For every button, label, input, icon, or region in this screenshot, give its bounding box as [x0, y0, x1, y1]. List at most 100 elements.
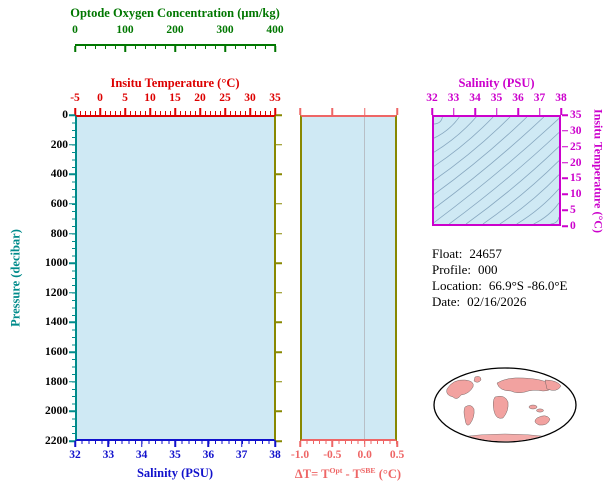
tick-label: 100 — [116, 24, 134, 36]
tick-label: 33 — [447, 92, 460, 104]
ts-temperature-major-ticks — [562, 114, 568, 227]
tick-mark — [107, 441, 110, 447]
info-location-value: 66.9°S -86.0°E — [488, 278, 568, 293]
tick-label: -0.5 — [323, 449, 342, 461]
profile-plot-area — [75, 115, 276, 441]
delta-t-plot-area — [300, 115, 397, 441]
isopycnal-contour — [434, 117, 511, 181]
temperature-tick-labels: -5 0 5 10 15 20 25 30 35 — [70, 92, 281, 106]
zero-reference-line — [364, 117, 365, 439]
info-float-value: 24657 — [469, 246, 502, 261]
tick-label: 25 — [570, 140, 582, 153]
main-panel-right-ticks — [276, 114, 282, 442]
delta-t-minor-ticks — [300, 441, 397, 444]
pressure-tick-labels: 0 200 400 600 800 1000 1200 1400 1600 1800 2000 220… — [28, 109, 68, 447]
temperature-axis-title: Insitu Temperature (°C) — [110, 76, 240, 90]
tick-label: 200 — [166, 24, 184, 36]
tick-label: 200 — [50, 138, 68, 151]
oxygen-tick-labels: 0 100 200 300 400 — [72, 24, 284, 38]
tick-mark — [276, 203, 282, 205]
delta-t-title-suffix: (°C) — [375, 467, 402, 482]
tick-mark — [562, 209, 568, 211]
tick-mark — [199, 108, 201, 115]
tick-mark — [224, 46, 226, 52]
info-profile-line: Profile: 000 — [432, 262, 567, 278]
isopycnal-contour — [482, 160, 559, 224]
oxygen-major-ticks — [74, 46, 276, 52]
tick-label: 10 — [570, 188, 582, 201]
tick-mark — [274, 108, 276, 115]
tick-label: 0 — [72, 24, 78, 36]
tick-mark — [562, 161, 568, 164]
tick-label: 20 — [194, 92, 206, 104]
info-float-line: Float: 24657 — [432, 246, 567, 262]
tick-label: -1.0 — [290, 449, 310, 461]
isopycnal-contour — [434, 117, 460, 139]
temperature-major-ticks — [74, 108, 276, 115]
tick-label: 35 — [490, 92, 503, 104]
ts-temperature-tick-labels: 35 30 25 20 15 10 5 0 — [570, 109, 590, 232]
delta-t-title-mid: - T — [342, 467, 361, 482]
tick-mark — [299, 441, 301, 447]
salinity-axis-title: Salinity (PSU) — [136, 466, 214, 480]
tick-mark — [74, 108, 76, 115]
info-date-label: Date: — [432, 294, 461, 309]
tick-label: 32 — [69, 449, 81, 461]
tick-label: 2200 — [45, 435, 68, 447]
salinity-minor-ticks — [75, 441, 275, 444]
tick-mark — [249, 108, 251, 115]
isopycnal-contour — [448, 132, 559, 224]
isopycnal-contour — [550, 216, 559, 224]
tick-mark — [276, 351, 282, 353]
tick-mark — [99, 108, 101, 115]
tick-mark — [174, 108, 176, 115]
tick-label: 800 — [50, 227, 68, 240]
info-profile-label: Profile: — [432, 262, 471, 277]
info-date-value: 02/16/2026 — [467, 294, 527, 309]
tick-mark — [276, 440, 282, 442]
pressure-minor-ticks — [72, 115, 75, 441]
ts-salinity-tick-labels: 32 33 34 35 36 37 38 — [426, 92, 567, 106]
tick-label: 0 — [62, 109, 68, 121]
tick-label: 2000 — [45, 405, 68, 418]
tick-mark — [538, 108, 541, 115]
ts-contours — [434, 117, 559, 224]
tick-label: 35 — [570, 109, 582, 121]
tick-label: 25 — [219, 92, 231, 104]
tick-mark — [174, 46, 176, 52]
ts-temperature-axis-title: Insitu Temperature (°C) — [591, 109, 606, 233]
tick-mark — [69, 440, 75, 442]
tick-mark — [562, 130, 568, 132]
tick-label: 0.5 — [389, 449, 405, 461]
tick-mark — [124, 108, 126, 115]
isopycnal-contour — [434, 117, 443, 125]
tick-mark — [560, 108, 562, 115]
tick-label: -5 — [70, 92, 80, 104]
tick-label: 5 — [122, 92, 128, 104]
tick-mark — [276, 114, 282, 116]
delta-t-title-prefix: ΔT= T — [294, 467, 330, 482]
tick-mark — [452, 108, 455, 115]
tick-mark — [240, 441, 243, 447]
info-location-line: Location: 66.9°S -86.0°E — [432, 278, 567, 294]
oxygen-axis-title: Optode Oxygen Concentration (μm/kg) — [70, 6, 280, 20]
info-profile-value: 000 — [478, 262, 498, 277]
tick-label: 30 — [570, 124, 582, 137]
tick-mark — [276, 321, 282, 324]
tick-mark — [174, 441, 176, 447]
tick-mark — [124, 46, 126, 52]
info-date-line: Date: 02/16/2026 — [432, 294, 567, 310]
tick-mark — [562, 114, 568, 116]
tick-label: 400 — [266, 24, 284, 36]
tick-label: 600 — [50, 197, 68, 210]
isopycnal-contour — [434, 117, 494, 167]
tick-mark — [276, 380, 282, 383]
tick-label: 38 — [269, 449, 281, 461]
delta-t-title-sup-sbe: SBE — [360, 466, 376, 475]
tick-label: 0 — [570, 220, 576, 232]
isopycnal-contour — [499, 174, 559, 224]
float-info-block: Float: 24657 Profile: 000 Location: 66.9°S … — [432, 246, 567, 310]
tick-label: 35 — [169, 449, 181, 461]
delta-t-title-sup-opt: Opt — [329, 466, 343, 475]
